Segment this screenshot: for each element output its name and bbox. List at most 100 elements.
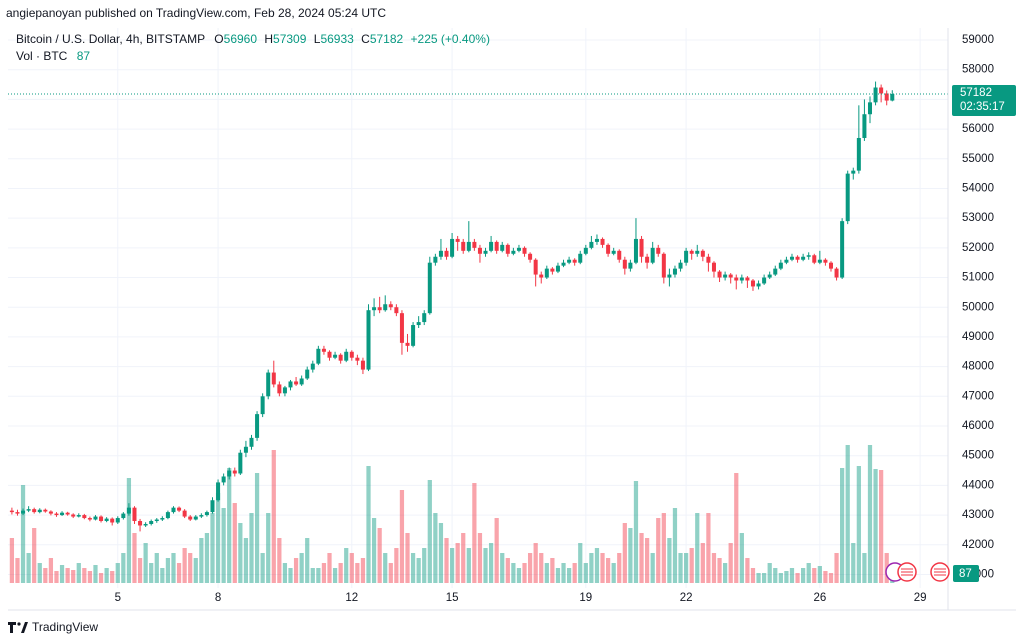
ohlc-letter: C (361, 32, 370, 46)
volume-bar (667, 538, 672, 583)
publisher-line: angiepanoyan published on TradingView.co… (6, 6, 386, 20)
volume-bar (82, 568, 87, 583)
candle-body (383, 304, 388, 311)
volume-bar (288, 568, 293, 583)
ohlc-letter: H (264, 32, 273, 46)
candle-body (76, 515, 81, 517)
y-tick-label: 44000 (962, 479, 994, 491)
candle-body (477, 247, 482, 254)
candle-body (227, 470, 232, 477)
candle-body (15, 512, 20, 514)
candle-body (489, 241, 494, 251)
candle-body (450, 238, 455, 257)
candle-body (606, 244, 611, 254)
y-tick-label: 49000 (962, 331, 994, 343)
candle-body (639, 238, 644, 257)
volume-bar (466, 548, 471, 583)
candle-body (294, 381, 299, 385)
volume-bar (154, 553, 159, 583)
volume-bar (332, 568, 338, 583)
volume-bar (461, 533, 466, 583)
candle-body (377, 307, 382, 311)
volume-bar (600, 553, 605, 583)
volume-bar (410, 553, 416, 583)
candle-body (48, 511, 53, 514)
volume-bar (801, 568, 806, 583)
volume-bar (706, 513, 711, 583)
volume-legend: Vol · BTC 87 (16, 49, 90, 63)
volume-bar (500, 553, 505, 583)
candle-body (466, 241, 471, 251)
candle-body (204, 512, 209, 516)
candle-body (388, 304, 393, 308)
candle-body (321, 348, 326, 352)
candle-body (851, 170, 856, 174)
volume-bar (879, 470, 884, 583)
candle-body (695, 250, 700, 254)
volume-bar (533, 543, 538, 583)
volume-bar (572, 563, 577, 583)
volume-bar (472, 483, 477, 583)
volume-bar (817, 566, 822, 583)
volume-bar (723, 563, 728, 583)
volume-bar (37, 563, 42, 583)
candle-body (572, 259, 577, 263)
volume-bar (54, 571, 59, 583)
y-tick-label: 46000 (962, 420, 994, 432)
volume-bar (767, 563, 772, 583)
candle-body (355, 357, 360, 361)
volume-bar (405, 533, 410, 583)
y-tick-label: 50000 (962, 301, 994, 313)
candle-body (438, 250, 443, 257)
candle-body (773, 268, 778, 275)
volume-bar (76, 563, 81, 583)
candle-body (344, 351, 349, 361)
volume-bar (310, 568, 315, 583)
volume-bar (254, 473, 260, 583)
volume-bar (383, 553, 388, 583)
volume-bar (806, 563, 811, 583)
volume-bar (344, 548, 349, 583)
volume-bar (773, 568, 778, 583)
volume-bar (438, 523, 444, 583)
candle-body (277, 384, 282, 394)
volume-bar (193, 558, 198, 583)
candle-body (589, 241, 594, 248)
volume-bar (867, 445, 873, 583)
close-value: 57182 (370, 32, 404, 46)
y-tick-label: 47000 (962, 390, 994, 402)
y-tick-label: 51000 (962, 272, 994, 284)
candle-body (789, 256, 794, 260)
volume-bar (583, 563, 588, 583)
candle-body (784, 259, 789, 263)
volume-bar (522, 563, 527, 583)
candle-body (216, 482, 221, 501)
volume-bar (555, 568, 561, 583)
volume-bar (321, 563, 327, 583)
candle-body (71, 514, 76, 517)
candle-body (266, 372, 271, 397)
candle-body (160, 518, 165, 520)
x-tick-label: 26 (813, 592, 826, 604)
candle-body (338, 354, 343, 361)
candle-body (711, 262, 716, 272)
candle-body (87, 518, 92, 520)
volume-bar (594, 548, 600, 583)
countdown: 02:35:17 (960, 101, 1005, 113)
volume-bar (455, 543, 460, 583)
candle-body (650, 247, 655, 263)
volume-bar (795, 573, 800, 583)
candle-body (249, 437, 254, 447)
candle-body (37, 509, 42, 513)
volume-bar (695, 513, 700, 583)
volume-bar (43, 568, 48, 583)
volume-bar (511, 563, 516, 583)
candle-body (617, 250, 622, 260)
x-tick-label: 19 (579, 592, 592, 604)
volume-bar (137, 558, 143, 583)
volume-bar (171, 553, 176, 583)
candle-body (60, 512, 65, 516)
footer-brand: TradingView (32, 620, 98, 634)
candle-body (188, 516, 193, 520)
